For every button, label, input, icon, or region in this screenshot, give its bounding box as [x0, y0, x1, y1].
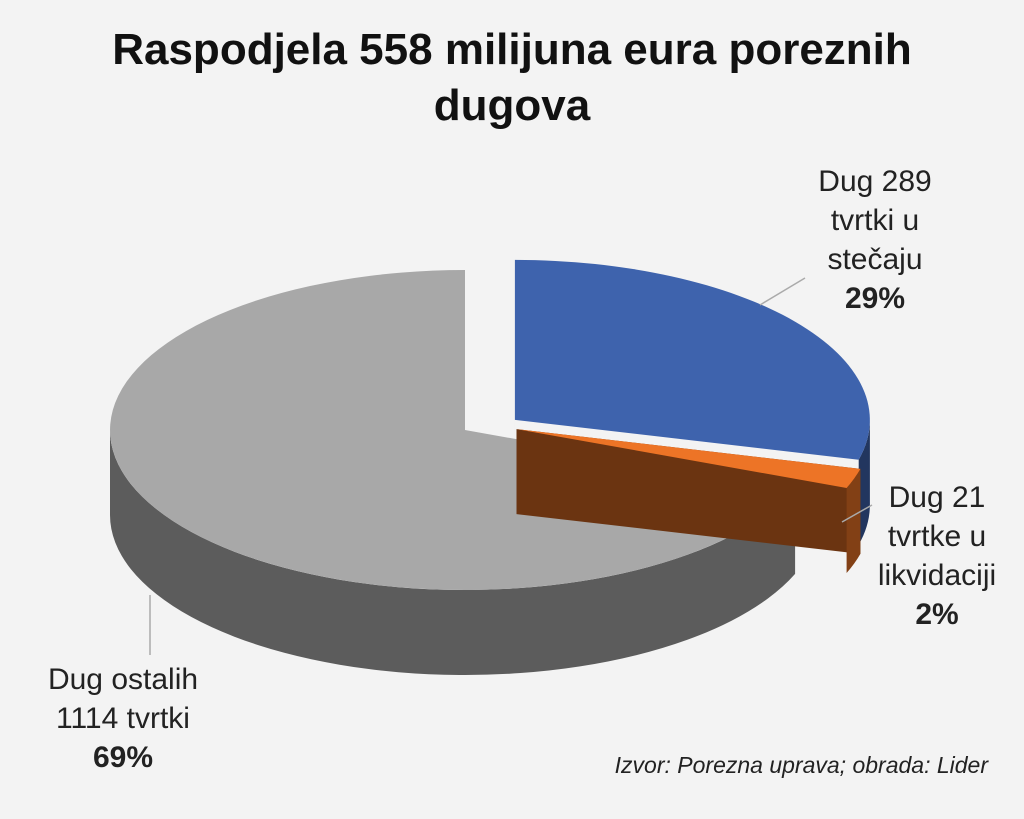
- source-note: Izvor: Porezna uprava; obrada: Lider: [614, 752, 988, 778]
- slice-label: Dug 289 tvrtki u stečaju 29%: [800, 162, 950, 318]
- slice-label: Dug 21 tvrtke u likvidaciji 2%: [862, 478, 1012, 634]
- pie-slice: [514, 259, 870, 545]
- pie-slice: [516, 429, 861, 573]
- slice-side: [109, 430, 796, 676]
- value-label: 69%: [92, 741, 154, 774]
- category-label: Dug 21 tvrtke u likvidaciji: [877, 481, 997, 592]
- leader-line: [841, 504, 873, 523]
- chart-title: Raspodjela 558 milijuna eura poreznih du…: [112, 25, 912, 130]
- leader-line: [759, 277, 806, 306]
- value-label: 29%: [844, 282, 906, 315]
- pie-wedge: [514, 259, 870, 460]
- value-label: 2%: [915, 598, 959, 631]
- pie-wedge: [516, 429, 861, 488]
- slice-side: [858, 419, 870, 545]
- category-label: Dug ostalih 1114 tvrtki: [47, 663, 199, 735]
- category-label: Dug 289 tvrtki u stečaju: [818, 165, 932, 276]
- slice-side: [846, 468, 861, 573]
- slice-label: Dug ostalih 1114 tvrtki 69%: [18, 660, 228, 777]
